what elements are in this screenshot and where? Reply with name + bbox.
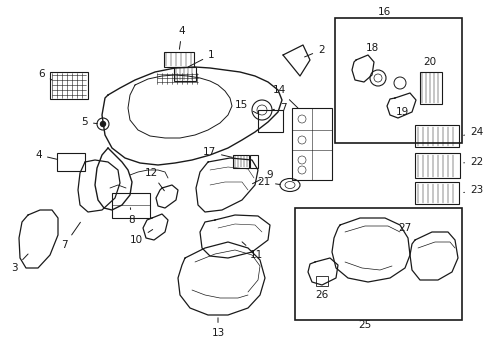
Text: 6: 6 bbox=[38, 69, 52, 80]
Text: 5: 5 bbox=[81, 117, 97, 127]
Bar bbox=[291, 108, 331, 180]
Text: 20: 20 bbox=[423, 57, 436, 67]
Text: 23: 23 bbox=[463, 185, 482, 195]
Text: 18: 18 bbox=[365, 43, 378, 53]
Text: 4: 4 bbox=[178, 26, 185, 49]
Bar bbox=[50, 72, 88, 99]
Circle shape bbox=[101, 122, 105, 126]
Text: 7: 7 bbox=[61, 222, 80, 250]
Bar bbox=[334, 18, 461, 143]
Text: 16: 16 bbox=[377, 7, 390, 17]
Text: 3: 3 bbox=[11, 254, 28, 273]
Text: 4: 4 bbox=[35, 150, 57, 160]
Bar bbox=[315, 276, 327, 286]
Bar bbox=[112, 193, 150, 218]
Text: 1: 1 bbox=[188, 50, 214, 67]
Bar bbox=[419, 72, 441, 104]
Bar bbox=[232, 155, 248, 168]
Bar bbox=[163, 52, 194, 67]
Bar bbox=[414, 153, 459, 178]
Text: 27: 27 bbox=[398, 223, 411, 233]
Bar bbox=[174, 67, 196, 81]
Text: 15: 15 bbox=[234, 100, 257, 114]
Text: 22: 22 bbox=[463, 157, 482, 167]
Text: 8: 8 bbox=[128, 208, 135, 225]
Bar bbox=[57, 153, 85, 171]
Text: 9: 9 bbox=[252, 170, 272, 184]
Bar bbox=[258, 110, 283, 132]
Text: 19: 19 bbox=[395, 107, 408, 117]
Bar bbox=[249, 155, 258, 168]
Text: 25: 25 bbox=[358, 320, 371, 330]
Text: 21: 21 bbox=[256, 177, 280, 187]
Bar bbox=[414, 182, 458, 204]
Text: 13: 13 bbox=[211, 318, 224, 338]
Text: 12: 12 bbox=[144, 168, 164, 191]
Text: 7: 7 bbox=[272, 103, 286, 113]
Text: 10: 10 bbox=[130, 230, 152, 245]
Text: 24: 24 bbox=[463, 127, 482, 137]
Text: 14: 14 bbox=[272, 85, 297, 108]
Text: 2: 2 bbox=[304, 45, 324, 57]
Text: 17: 17 bbox=[203, 147, 232, 157]
Bar bbox=[414, 125, 458, 147]
Text: 11: 11 bbox=[242, 242, 263, 260]
Bar bbox=[294, 208, 461, 320]
Text: 26: 26 bbox=[315, 290, 328, 300]
